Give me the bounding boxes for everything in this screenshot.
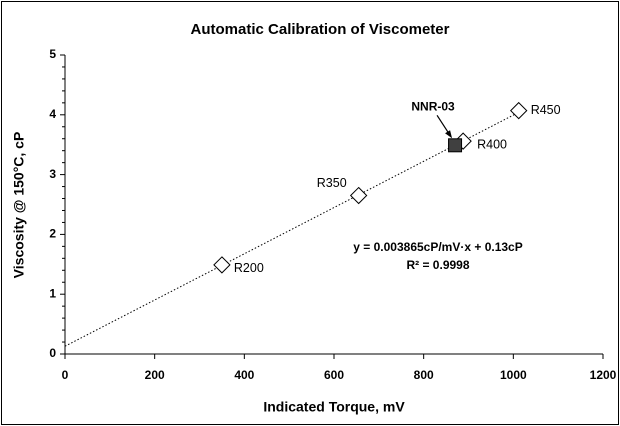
highlight-point	[448, 138, 463, 153]
chart-title: Automatic Calibration of Viscometer	[191, 21, 450, 38]
x-tick-label: 1000	[500, 368, 527, 382]
point-label: R450	[531, 103, 561, 117]
x-tick-label: 1200	[590, 368, 617, 382]
r-squared: R² = 0.9998	[406, 258, 469, 272]
highlight-label: NNR-03	[411, 99, 455, 113]
x-tick-label: 800	[414, 368, 434, 382]
point-label: R400	[477, 137, 507, 151]
y-tick-label: 4	[49, 107, 56, 121]
y-axis-label: Viscosity @ 150°C, cP	[11, 132, 27, 279]
point-label: R200	[234, 261, 264, 275]
point-label: R350	[317, 176, 347, 190]
x-axis-label: Indicated Torque, mV	[263, 399, 405, 415]
data-point	[213, 256, 231, 274]
x-tick-label: 200	[145, 368, 165, 382]
data-point	[510, 101, 528, 120]
data-point	[349, 186, 368, 205]
x-tick-label: 600	[324, 368, 344, 382]
y-tick-label: 0	[49, 346, 56, 360]
arrow-head	[445, 130, 453, 139]
y-tick-label: 5	[49, 47, 56, 61]
y-tick-label: 1	[49, 286, 56, 300]
trendline	[64, 111, 521, 347]
x-tick-label: 0	[62, 368, 69, 382]
trend-equation: y = 0.003865cP/mV·x + 0.13cP	[353, 240, 522, 254]
x-tick-label: 400	[234, 368, 254, 382]
y-tick-label: 3	[49, 167, 56, 181]
y-tick-label: 2	[49, 227, 56, 241]
